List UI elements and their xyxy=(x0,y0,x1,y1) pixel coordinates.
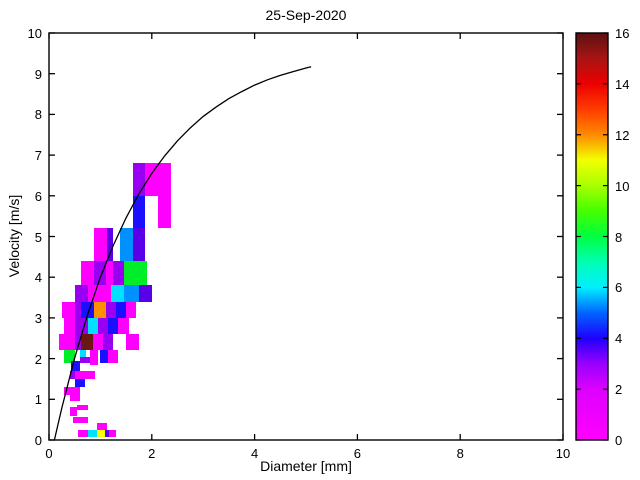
heatmap-cell xyxy=(145,163,172,196)
heatmap-cell xyxy=(69,407,78,416)
heatmap-cell xyxy=(108,350,119,363)
y-tick-label: 3 xyxy=(34,310,42,326)
x-tick-label: 8 xyxy=(456,446,464,461)
heatmap-cell xyxy=(93,228,107,261)
heatmap-cell xyxy=(77,404,89,411)
heatmap-cell xyxy=(108,317,119,335)
colorbar-tick-label: 14 xyxy=(615,76,630,92)
y-axis-label: Velocity [m/s] xyxy=(6,194,22,278)
heatmap-cell xyxy=(100,350,109,363)
heatmap-cell xyxy=(73,416,89,423)
heatmap-cell xyxy=(123,260,147,286)
y-tick-label: 4 xyxy=(34,270,42,286)
heatmap-cell xyxy=(61,301,75,318)
colorbar-gradient xyxy=(576,33,608,440)
colorbar-tick-label: 2 xyxy=(615,382,623,398)
heatmap-cell xyxy=(93,301,106,318)
colorbar-tick-label: 12 xyxy=(615,127,630,143)
heatmap-cell xyxy=(138,285,152,302)
heatmap-cell xyxy=(64,317,75,335)
heatmap-cell xyxy=(118,317,129,335)
heatmap-cell xyxy=(119,228,133,261)
plot-title: 25-Sep-2020 xyxy=(265,7,347,23)
heatmap-cell xyxy=(77,429,89,438)
heatmap-cell xyxy=(59,334,75,351)
heatmap-cell xyxy=(115,301,127,318)
colorbar-tick-label: 4 xyxy=(615,331,623,347)
heatmap-cell xyxy=(92,334,103,351)
y-tick-label: 6 xyxy=(34,188,42,204)
y-tick-label: 7 xyxy=(34,148,42,164)
heatmap-cell xyxy=(87,317,98,335)
heatmap-cell xyxy=(74,370,96,379)
colorbar-tick-label: 6 xyxy=(615,280,623,296)
x-tick-label: 0 xyxy=(45,446,53,461)
heatmap-cell xyxy=(74,285,88,302)
heatmap-cell xyxy=(132,195,146,229)
y-tick-label: 8 xyxy=(34,107,42,123)
x-tick-label: 2 xyxy=(148,446,156,461)
x-tick-label: 6 xyxy=(353,446,362,461)
heatmap-cell xyxy=(69,395,80,402)
heatmap-cell xyxy=(109,429,116,438)
heatmap-cell xyxy=(81,301,94,318)
heatmap-cell xyxy=(105,260,114,286)
y-tick-label: 2 xyxy=(34,351,42,367)
heatmap-cell xyxy=(93,260,106,286)
heatmap-cell xyxy=(113,260,124,286)
heatmap-cell xyxy=(106,228,114,261)
y-tick-label: 0 xyxy=(34,433,42,448)
heatmap-cell xyxy=(74,317,88,335)
x-tick-label: 10 xyxy=(555,446,571,461)
heatmap-cell xyxy=(126,301,137,318)
x-axis-label: Diameter [mm] xyxy=(260,458,352,474)
colorbar-tick-label: 8 xyxy=(615,229,623,245)
heatmap-cell xyxy=(126,334,139,351)
heatmap-cell xyxy=(88,429,97,438)
heatmap-cell xyxy=(81,260,94,286)
heatmap-cell xyxy=(90,350,98,365)
heatmap-cell xyxy=(96,422,107,430)
y-tick-label: 9 xyxy=(34,66,42,82)
heatmap-cell xyxy=(110,285,124,302)
x-tick-label: 4 xyxy=(250,446,259,461)
heatmap-cell xyxy=(87,285,111,302)
y-tick-label: 1 xyxy=(34,392,42,408)
heatmap-cell xyxy=(64,387,80,396)
heatmap-cell xyxy=(123,285,139,302)
heatmap-cell xyxy=(97,317,109,335)
heatmap-cell xyxy=(105,301,116,318)
heatmap-cell xyxy=(158,195,172,229)
heatmap-cell xyxy=(79,356,91,363)
heatmap-cell xyxy=(96,429,106,438)
heatmap-cell xyxy=(74,378,85,388)
heatmap-cell xyxy=(81,334,93,351)
y-tick-label: 5 xyxy=(34,229,42,245)
heatmap-cell xyxy=(132,163,146,196)
y-tick-label: 10 xyxy=(27,26,42,41)
heatmap-cell xyxy=(70,360,80,371)
colorbar-tick-label: 0 xyxy=(615,433,623,448)
heatmap-cell xyxy=(132,228,146,261)
colorbar-tick-label: 16 xyxy=(615,26,630,41)
colorbar-tick-label: 10 xyxy=(615,178,630,194)
heatmap-cell xyxy=(102,334,114,351)
